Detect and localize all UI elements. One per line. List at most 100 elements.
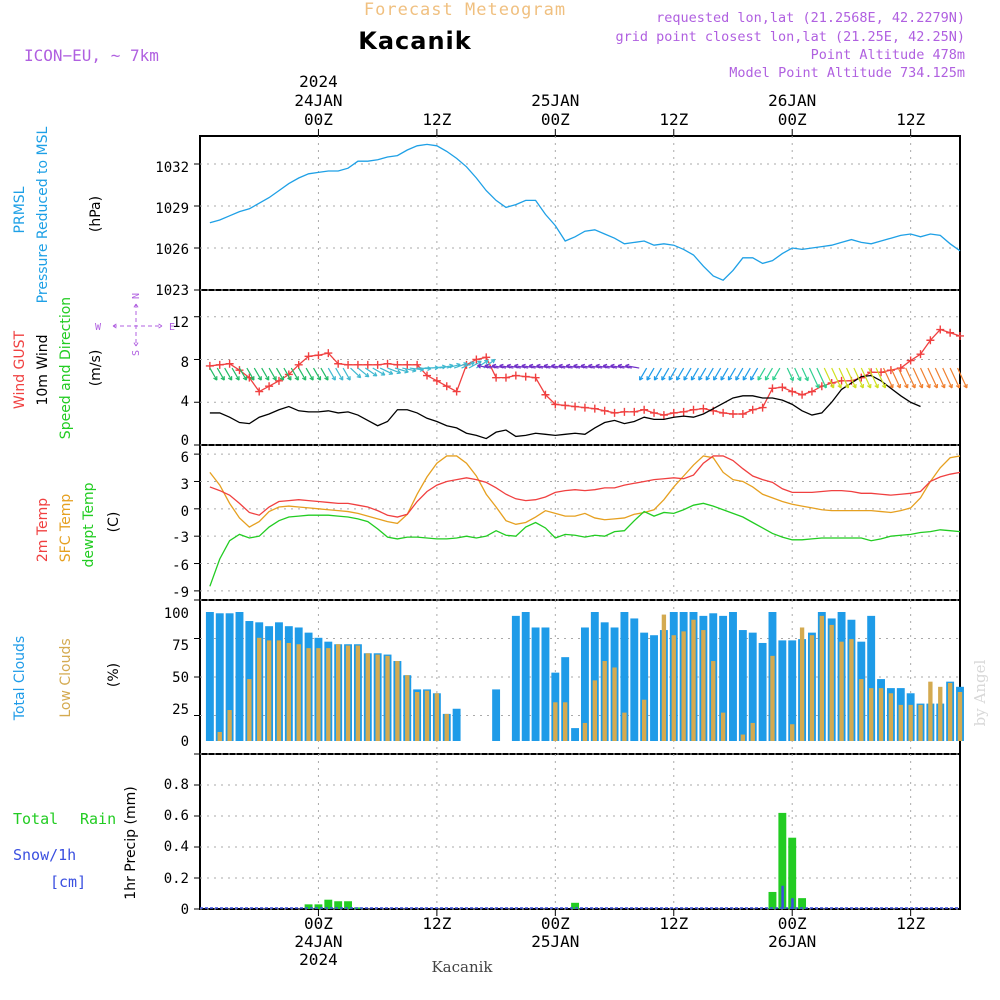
bottom-axis-label: 24JAN — [294, 932, 342, 951]
gust-marker — [580, 403, 589, 412]
wind-direction-arrow — [853, 367, 865, 389]
low-cloud-bar — [266, 640, 272, 741]
total-cloud-bar — [235, 612, 244, 741]
cloud-tick: 25 — [172, 702, 189, 718]
low-cloud-bar — [938, 686, 943, 741]
top-axis-label: 12Z — [896, 110, 925, 129]
pressure-tick: 1023 — [155, 283, 189, 299]
wind-direction-arrow — [506, 363, 521, 369]
gust-marker — [324, 349, 333, 358]
gust-marker — [837, 376, 846, 385]
gust-marker — [571, 402, 580, 411]
wind-direction-arrow — [882, 367, 894, 389]
rain-bar — [778, 812, 787, 909]
gust-marker — [650, 408, 659, 417]
gust-marker — [314, 351, 323, 360]
total-cloud-bar — [561, 657, 570, 741]
cloud-tick: 100 — [164, 606, 189, 622]
total-cloud-bar — [650, 635, 658, 741]
gust-marker — [610, 408, 619, 417]
wind-direction-arrow — [499, 363, 514, 369]
wind-direction-arrow — [298, 367, 307, 381]
wind-direction-arrow — [528, 363, 544, 369]
gust-marker — [511, 371, 520, 380]
rain-bar — [334, 901, 343, 909]
wind-direction-arrow — [956, 367, 968, 389]
wind-direction-arrow — [231, 367, 240, 381]
wind-direction-arrow — [558, 363, 573, 369]
gust-marker — [521, 372, 530, 381]
compass-rose: N S W E — [95, 293, 175, 356]
low-cloud-bar — [257, 637, 262, 741]
wind-direction-arrow — [764, 367, 773, 381]
low-cloud-bar — [819, 615, 824, 741]
bottom-axis-label: 12Z — [896, 914, 925, 933]
gust-marker — [294, 360, 303, 369]
gust-marker — [640, 405, 649, 414]
rain-bar — [314, 904, 323, 909]
low-cloud-bar — [276, 640, 282, 741]
temp-unit: (C) — [106, 512, 122, 533]
wind-direction-arrow — [514, 363, 529, 369]
wind-direction-arrow — [580, 363, 595, 369]
total-cloud-bar — [511, 615, 520, 741]
top-axis-label: 12Z — [659, 110, 688, 129]
wind-direction-arrow — [387, 367, 402, 375]
gust-marker — [896, 364, 905, 373]
temperature-series — [209, 455, 961, 587]
gust-marker — [541, 390, 550, 399]
bottom-axis-label: 25JAN — [531, 932, 579, 951]
pressure-labels: PRMSL Pressure Reduced to MSL (hPa) — [12, 126, 104, 303]
wind-direction-arrow — [727, 367, 736, 381]
total-cloud-bar — [215, 613, 224, 741]
gust-marker — [452, 387, 461, 396]
wind-direction-arrow — [477, 363, 492, 369]
low-cloud-bar — [928, 681, 933, 741]
wind-direction-arrow — [617, 363, 632, 369]
temp-labels: 2m Temp SFC Temp dewpt Temp (C) — [35, 482, 122, 567]
snow-bar — [781, 885, 784, 909]
wind-direction-arrow — [246, 367, 255, 381]
gust-marker — [344, 360, 353, 369]
gust-marker — [946, 328, 955, 337]
gust-marker — [758, 403, 767, 412]
gust-marker — [235, 366, 244, 375]
temp-tick: 6 — [181, 450, 189, 466]
gust-marker — [551, 400, 560, 409]
bottom-axis-label: 26JAN — [768, 932, 816, 951]
gust-marker — [383, 359, 392, 368]
pressure-tick: 1029 — [155, 201, 189, 217]
bottom-axis-label: 12Z — [422, 914, 451, 933]
model-altitude: Model Point Altitude 734.125m — [729, 65, 965, 81]
gust-marker — [413, 360, 422, 369]
precip-tick: 0.4 — [164, 839, 189, 855]
total-cloud-bar — [225, 613, 234, 741]
prmsl-label: PRMSL — [12, 186, 28, 233]
wind-direction-arrow — [327, 367, 336, 381]
low-cloud-bar — [355, 645, 361, 741]
top-axis-label: 2024 — [299, 72, 338, 91]
low-cloud-bar — [720, 712, 726, 741]
low-cloud-bar — [839, 641, 844, 741]
wind-direction-arrow — [720, 367, 729, 381]
gust-marker — [492, 373, 501, 382]
low-cloud-bar — [365, 653, 370, 741]
gust-marker — [669, 408, 678, 417]
low-cloud-bar — [878, 688, 884, 741]
low-cloud-bar — [316, 648, 321, 741]
cloud-tick: 75 — [172, 638, 189, 654]
gust-marker — [659, 411, 668, 420]
gust-marker — [403, 360, 412, 369]
gust-marker — [956, 331, 964, 340]
wind-direction-arrow — [610, 363, 625, 369]
low-cloud-bar — [898, 704, 903, 741]
rain-bar — [324, 899, 333, 909]
low-cloud-bar — [918, 704, 923, 741]
wind-10m-label: 10m Wind — [35, 334, 51, 405]
wind-direction-arrow — [536, 363, 551, 369]
compass-s: S — [131, 350, 142, 356]
low-cloud-bar — [563, 702, 568, 741]
low-cloud-bar — [444, 713, 449, 741]
wind-direction-arrow — [897, 367, 909, 389]
